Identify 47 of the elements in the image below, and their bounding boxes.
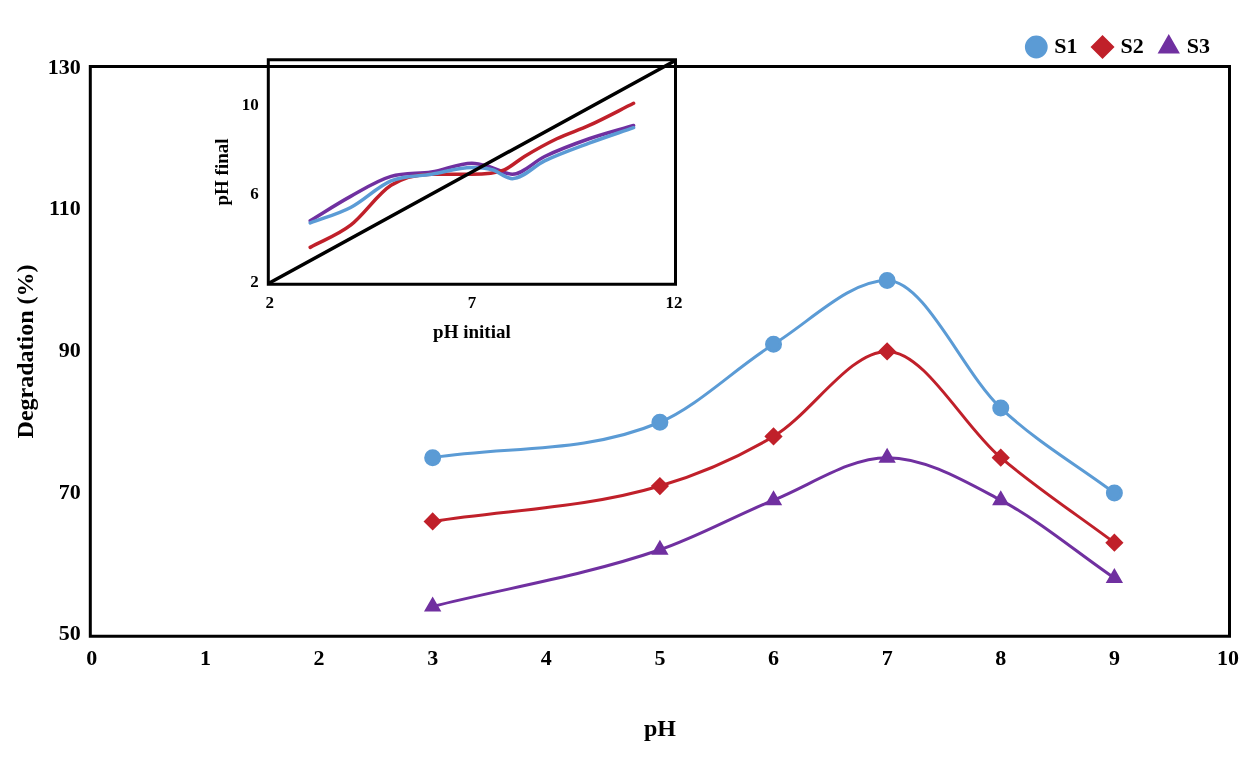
x-tick-label: 8 — [995, 644, 1007, 670]
y-tick-label: 110 — [49, 195, 81, 221]
legend-label: S2 — [1120, 32, 1144, 58]
x-tick-label: 1 — [199, 644, 211, 670]
point — [765, 427, 783, 445]
x-tick-label: 0 — [86, 644, 98, 670]
point — [424, 512, 442, 530]
x-tick-label: 2 — [313, 644, 325, 670]
x-tick-label: 9 — [1108, 644, 1120, 670]
x-tick-label: 10 — [1217, 644, 1239, 670]
point — [879, 449, 895, 463]
point — [651, 477, 669, 495]
point — [1106, 569, 1122, 584]
point — [993, 491, 1009, 506]
y-axis-title: pH final — [211, 138, 233, 206]
y-tick-label: 6 — [250, 183, 259, 203]
point — [1105, 484, 1123, 502]
point — [765, 491, 782, 506]
x-tick-label: 4 — [540, 644, 552, 670]
x-tick-label: 3 — [427, 644, 439, 670]
x-tick-label: 5 — [654, 644, 666, 670]
point — [992, 399, 1010, 417]
point — [878, 342, 896, 360]
x-tick-label: 7 — [467, 293, 477, 313]
y-tick-label: 130 — [47, 53, 81, 79]
point — [765, 335, 783, 353]
y-tick-label: 70 — [58, 478, 81, 504]
point — [878, 272, 896, 290]
point — [651, 413, 669, 431]
point — [424, 449, 442, 467]
y-tick-label: 90 — [58, 337, 81, 363]
x-axis-title: pH — [643, 714, 677, 741]
x-tick-label: 7 — [881, 644, 893, 670]
y-tick-label: 2 — [250, 272, 259, 292]
x-tick-label: 2 — [265, 293, 275, 313]
legend-label: S1 — [1054, 32, 1078, 58]
x-tick-label: 6 — [768, 644, 780, 670]
legend-label: S3 — [1186, 32, 1211, 58]
y-tick-label: 50 — [58, 620, 81, 646]
point — [425, 597, 441, 612]
point — [1105, 534, 1123, 552]
y-axis-title: Degradation (%) — [11, 264, 38, 439]
x-tick-label: 12 — [665, 293, 683, 313]
y-tick-label: 10 — [241, 94, 259, 114]
point — [992, 449, 1010, 467]
x-axis-title: pH initial — [433, 320, 511, 342]
point — [652, 541, 668, 555]
